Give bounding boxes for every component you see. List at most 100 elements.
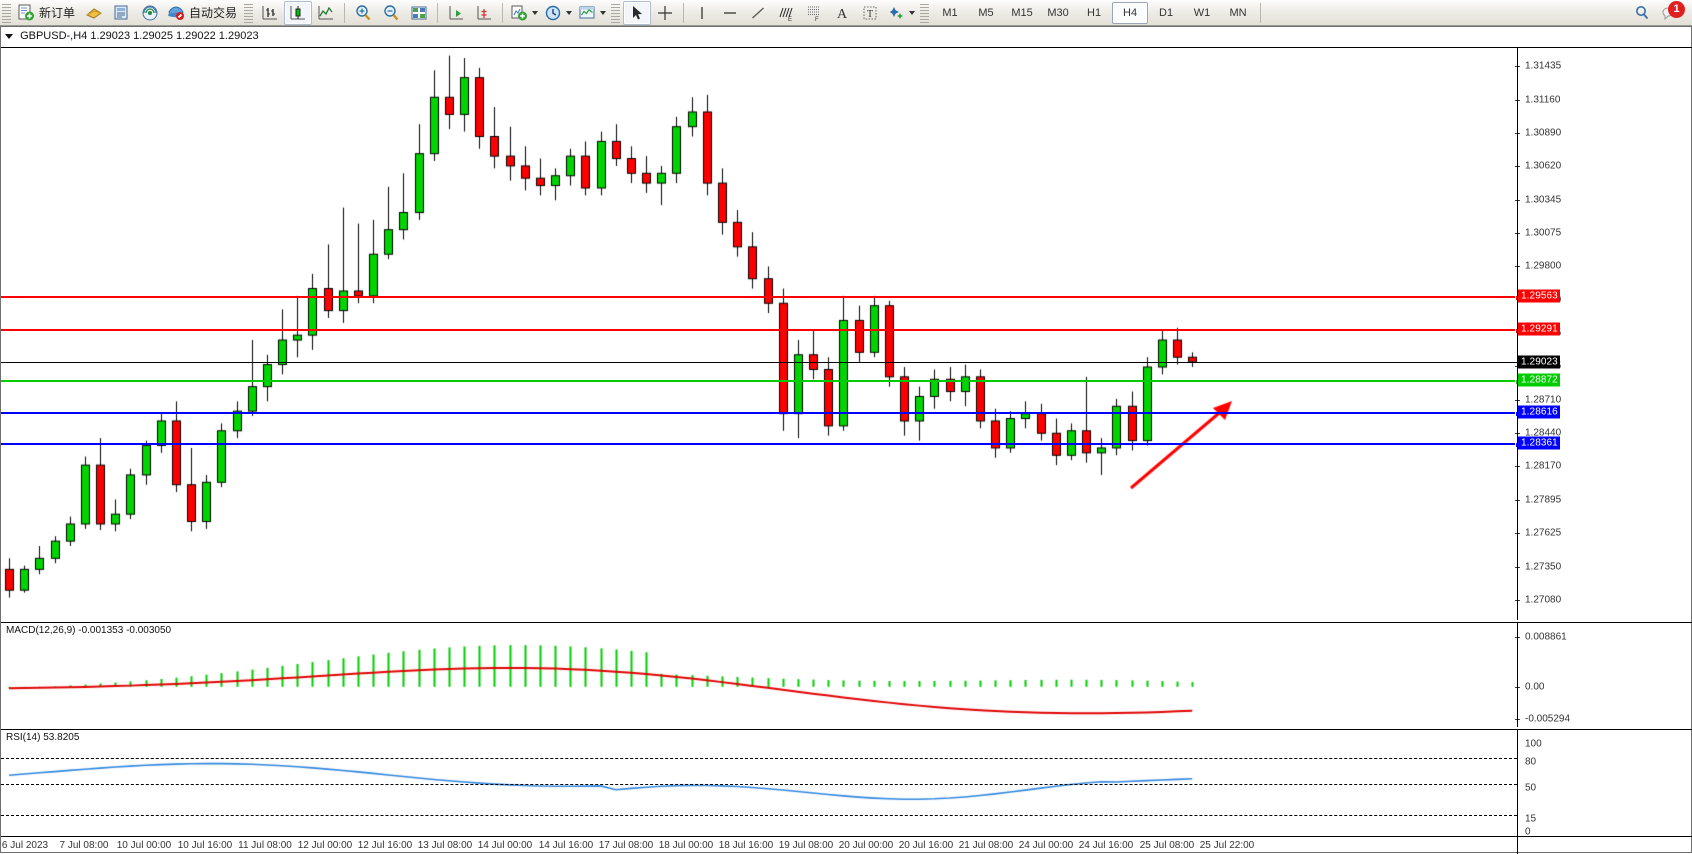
indicators-button[interactable] [507, 1, 541, 25]
objects-button[interactable] [884, 1, 918, 25]
horizontal-line-button[interactable] [716, 1, 744, 25]
rsi-label: RSI(14) 53.8205 [6, 732, 80, 743]
chevron-down-icon[interactable] [566, 10, 573, 15]
crosshair-button[interactable] [651, 1, 679, 25]
line-chart-button[interactable] [312, 1, 340, 25]
chart-quote-text: GBPUSD-,H4 1.29023 1.29025 1.29022 1.290… [20, 30, 259, 42]
price-tick-label: 1.31160 [1525, 94, 1561, 106]
timeframe-m5[interactable]: M5 [978, 6, 994, 19]
shift-end-button[interactable] [442, 1, 470, 25]
timeframe-m1[interactable]: M1 [942, 6, 958, 19]
alerts-button[interactable]: 1 [1656, 0, 1685, 25]
rsi-level-80 [1, 757, 1517, 759]
candle-chart-button[interactable] [284, 0, 313, 25]
current-price-tag[interactable]: 1.29023 [1518, 355, 1560, 369]
fibonacci-button[interactable]: F [800, 1, 828, 25]
data-window-button[interactable] [405, 1, 433, 25]
rsi-tick-label: 80 [1525, 756, 1537, 768]
trendline-button[interactable] [744, 1, 772, 25]
resistance-1-tag[interactable]: 1.29563 [1518, 289, 1560, 303]
time-axis-label: 24 Jul 00:00 [1018, 840, 1074, 851]
elliott-wave-button[interactable]: E [772, 1, 800, 25]
time-axis-label: 17 Jul 08:00 [598, 840, 654, 851]
price-pane[interactable]: 1.31435 1.31160 1.30890 1.30620 1.30345 1.300… [1, 47, 1692, 620]
support-blue-1-line[interactable] [1, 410, 1521, 417]
trendline-icon [752, 7, 764, 18]
alerts-badge: 1 [1668, 0, 1685, 18]
svg-text:E: E [788, 17, 792, 22]
support-green-line[interactable] [1, 379, 1521, 386]
candle-chart-icon [290, 5, 306, 19]
support-green-tag[interactable]: 1.28872 [1518, 373, 1560, 387]
price-tick-label: 1.27350 [1525, 561, 1562, 573]
macd-label: MACD(12,26,9) -0.001353 -0.003050 [6, 625, 172, 636]
autotrade-button[interactable]: 自动交易 [164, 1, 242, 25]
timeframe-h4[interactable]: H4 [1112, 1, 1149, 24]
timeframe-d1[interactable]: D1 [1159, 6, 1174, 19]
time-axis-label: 10 Jul 00:00 [116, 840, 172, 851]
resistance-2-line[interactable] [1, 327, 1521, 334]
templates-button[interactable] [575, 1, 609, 25]
crosshair-icon [658, 5, 673, 20]
zoom-in-button[interactable] [349, 1, 377, 25]
vertical-line-button[interactable] [688, 1, 716, 25]
zoom-out-button[interactable] [377, 1, 405, 25]
text-button[interactable]: A [828, 1, 856, 25]
timeframe-mn[interactable]: MN [1229, 6, 1247, 19]
price-tick-label: 1.27895 [1525, 494, 1562, 506]
bar-chart-button[interactable] [256, 1, 284, 25]
price-tick-label: 1.30890 [1525, 127, 1562, 139]
price-tick-label: 1.28710 [1525, 394, 1562, 406]
price-tick-label: 1.29800 [1525, 260, 1562, 272]
chart-window[interactable]: GBPUSD-,H4 1.29023 1.29025 1.29022 1.290… [0, 26, 1692, 854]
time-axis-label: 20 Jul 00:00 [838, 840, 894, 851]
price-tick-label: 1.30345 [1525, 194, 1562, 206]
rsi-canvas [1, 730, 1517, 836]
news-icon [114, 5, 128, 19]
search-button[interactable] [1628, 1, 1656, 25]
signals-button[interactable] [136, 1, 164, 25]
text-label-button[interactable]: T [856, 1, 884, 25]
cursor-button[interactable] [623, 0, 652, 25]
price-tick-label: 1.28170 [1525, 460, 1562, 472]
toolbar-grip[interactable] [2, 2, 11, 23]
time-axis-label: 18 Jul 16:00 [718, 840, 774, 851]
timeframe-m15[interactable]: M15 [1011, 6, 1033, 19]
rsi-level-15 [1, 814, 1517, 816]
new-order-icon [18, 4, 34, 20]
support-blue-2-line[interactable] [1, 441, 1521, 448]
timeframe-h1[interactable]: H1 [1087, 6, 1102, 19]
rsi-pane[interactable]: RSI(14) 53.8205 100 80 50 15 0 [1, 729, 1692, 836]
chart-symbol-header: GBPUSD-,H4 1.29023 1.29025 1.29022 1.290… [5, 30, 259, 42]
support-blue-2-tag[interactable]: 1.28361 [1518, 436, 1560, 450]
cursor-icon [633, 5, 643, 19]
new-order-button[interactable]: 新订单 [14, 1, 80, 25]
price-tick-label: 1.27080 [1525, 594, 1562, 606]
timeframe-w1[interactable]: W1 [1193, 6, 1211, 19]
resistance-1-line[interactable] [1, 294, 1521, 301]
elliott-icon: E [779, 7, 793, 22]
chevron-down-icon[interactable] [600, 10, 607, 15]
period-button[interactable] [541, 1, 575, 25]
support-blue-1-tag[interactable]: 1.28616 [1518, 405, 1560, 419]
macd-pane[interactable]: MACD(12,26,9) -0.001353 -0.003050 0.0088… [1, 622, 1692, 727]
vline-icon [701, 6, 703, 19]
toolbar-grip-4[interactable] [920, 2, 930, 23]
rsi-tick-label: 100 [1525, 738, 1542, 750]
svg-text:A: A [837, 7, 848, 22]
books-button[interactable] [80, 1, 108, 25]
toolbar-grip-2[interactable] [244, 2, 254, 23]
chevron-down-icon[interactable] [909, 10, 916, 15]
timeframe-m30[interactable]: M30 [1047, 6, 1069, 19]
chevron-down-icon[interactable] [532, 10, 539, 15]
autotrade-icon [168, 5, 185, 20]
current-price-line[interactable] [1, 361, 1517, 363]
resistance-2-tag[interactable]: 1.29291 [1518, 322, 1560, 336]
toolbar-grip-3[interactable] [611, 2, 621, 23]
chart-menu-arrow-icon[interactable] [5, 33, 13, 39]
drawing-overlay-canvas [1, 48, 1517, 620]
auto-scroll-button[interactable] [470, 1, 498, 25]
time-axis-label: 7 Jul 08:00 [59, 840, 109, 851]
news-button[interactable] [108, 1, 136, 25]
bar-chart-icon [262, 5, 278, 19]
